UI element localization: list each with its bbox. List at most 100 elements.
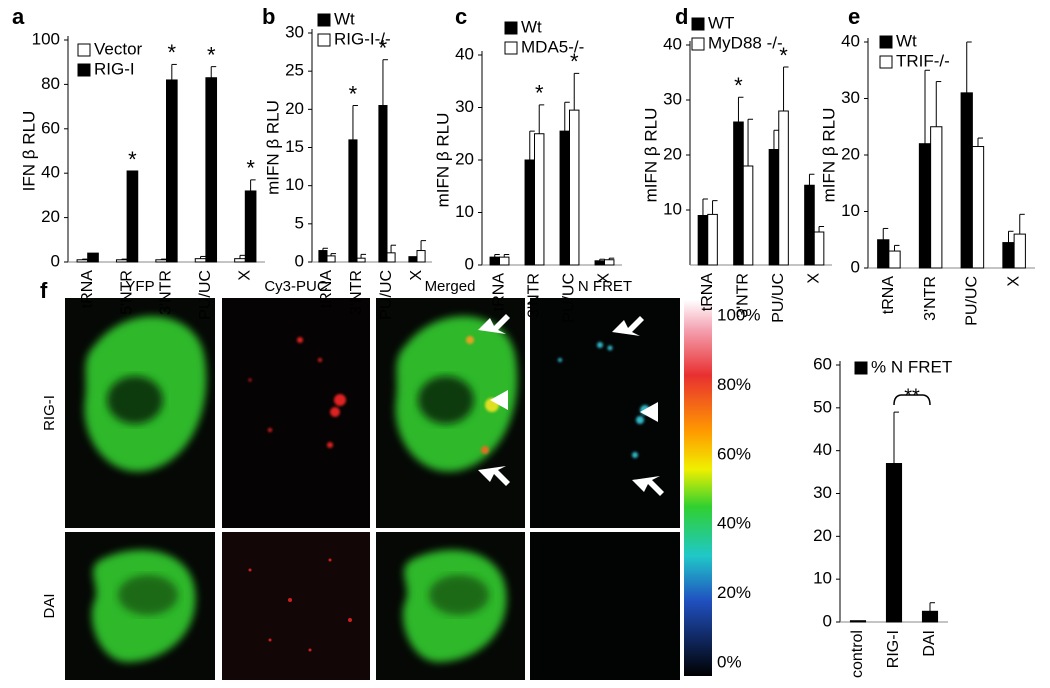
bar <box>733 121 744 266</box>
bar <box>778 110 789 266</box>
bar <box>1013 233 1026 269</box>
legend-label: Vector <box>94 39 143 58</box>
significance-mark: * <box>734 73 743 98</box>
x-tick-label: 3'NTR <box>348 270 365 315</box>
y-tick-label: 10 <box>455 202 474 221</box>
bar <box>489 256 500 266</box>
colorbar-label: 20% <box>717 583 751 602</box>
legend-swatch <box>879 55 893 69</box>
y-tick-label: 20 <box>813 526 832 545</box>
x-tick-label: 5'NTR <box>118 270 135 315</box>
y-tick-label: 20 <box>455 149 474 168</box>
significance-mark: * <box>128 147 137 172</box>
significance-mark: * <box>779 43 788 68</box>
significance-mark: * <box>207 42 216 67</box>
colorbar-label: 40% <box>717 514 751 533</box>
legend-label: % N FRET <box>871 357 952 376</box>
y-tick-label: 10 <box>285 175 304 194</box>
y-tick-label: 40 <box>841 31 860 50</box>
y-tick-label: 0 <box>295 251 304 270</box>
y-tick-label: 30 <box>813 483 832 502</box>
image <box>530 532 680 680</box>
bar <box>126 170 139 263</box>
bar <box>205 77 218 263</box>
bar <box>356 257 366 263</box>
legend-swatch <box>77 43 91 57</box>
bar <box>234 258 246 263</box>
bracket <box>893 394 931 406</box>
bar <box>877 239 890 269</box>
legend-swatch <box>317 33 331 47</box>
row-label: RIG-I <box>41 395 58 431</box>
y-tick-label: 15 <box>285 137 304 156</box>
legend-swatch <box>504 21 518 35</box>
y-tick-label: 0 <box>851 257 860 276</box>
panel-letter: a <box>12 4 25 29</box>
bar <box>244 190 257 263</box>
bar <box>326 255 336 263</box>
bar <box>534 133 545 266</box>
bar <box>166 79 178 263</box>
legend-swatch <box>77 63 91 77</box>
panel-letter: d <box>675 4 688 29</box>
bar <box>604 259 615 266</box>
bar <box>707 213 718 266</box>
micrographs <box>65 298 712 680</box>
y-tick-label: 100 <box>32 29 60 48</box>
x-tick-label: 3'NTR <box>158 270 175 315</box>
significance-mark: * <box>349 81 358 106</box>
panel-letter: c <box>455 4 467 29</box>
bar <box>888 250 901 269</box>
y-tick-label: 20 <box>285 99 304 118</box>
legend-swatch <box>879 35 893 49</box>
y-tick-label: 10 <box>841 201 860 220</box>
bar <box>569 109 580 266</box>
x-tick-label: tRNA <box>699 273 716 312</box>
significance-mark: ** <box>904 385 920 407</box>
y-tick-label: 5 <box>295 213 304 232</box>
bar <box>1002 242 1015 269</box>
y-axis-label: mIFN β RLU <box>263 100 282 195</box>
x-tick-label: PU/UC <box>964 276 981 326</box>
y-tick-label: 40 <box>663 34 682 53</box>
legend-swatch <box>691 17 705 31</box>
dots <box>248 337 346 448</box>
significance-mark: * <box>168 40 177 65</box>
bar <box>768 149 780 266</box>
x-tick-label: DAI <box>921 630 938 657</box>
legend-label: RIG-I <box>94 59 135 78</box>
y-tick-label: 20 <box>841 144 860 163</box>
x-tick-label: tRNA <box>880 276 897 315</box>
row-label: DAI <box>41 593 58 618</box>
panel-letter: b <box>262 4 275 29</box>
legend-label: Wt <box>896 31 917 50</box>
y-tick-label: 60 <box>813 354 832 373</box>
nucleus <box>429 575 489 615</box>
bar <box>416 250 426 263</box>
bar <box>115 259 128 263</box>
nucleus <box>118 575 178 615</box>
significance-mark: * <box>535 81 544 106</box>
y-axis-label: mIFN β RLU <box>433 113 452 208</box>
x-tick-label: PU/UC <box>561 273 578 323</box>
bar <box>918 143 932 269</box>
x-tick-label: X <box>1005 276 1022 287</box>
y-tick-label: 20 <box>663 144 682 163</box>
panel-letter: f <box>40 278 48 303</box>
x-tick-label: PU/UC <box>378 270 395 320</box>
bar <box>849 620 867 623</box>
x-tick-label: PU/UC <box>197 270 214 320</box>
x-tick-label: 3'NTR <box>526 273 543 318</box>
x-tick-label: tRNA <box>491 273 508 312</box>
bar <box>885 463 903 623</box>
x-tick-label: PU/UC <box>770 273 787 323</box>
legend-label: Wt <box>334 9 355 28</box>
bar <box>930 126 943 269</box>
y-tick-label: 0 <box>51 251 60 270</box>
colorbar-label: 60% <box>717 444 751 463</box>
column-label: Merged <box>425 278 476 295</box>
y-tick-label: 40 <box>455 44 474 63</box>
x-tick-label: 3'NTR <box>922 276 939 321</box>
x-tick-label: X <box>237 270 254 281</box>
bar <box>87 252 99 263</box>
